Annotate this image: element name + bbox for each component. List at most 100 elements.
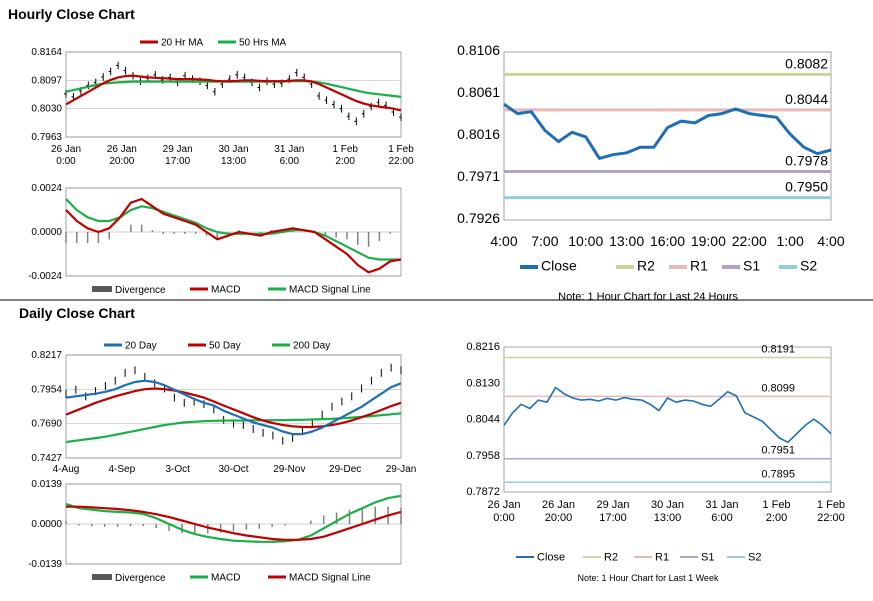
- hourly-24h-xtick-label: 19:00: [691, 233, 726, 249]
- weekly-ytick-label: 0.7872: [466, 486, 500, 498]
- hourly-price-xtick-label: 2:00: [335, 156, 355, 167]
- hourly-24h-ytick-label: 0.8106: [457, 42, 500, 58]
- hourly-divergence-legend-label: Divergence: [115, 285, 166, 296]
- hourly-price-ytick-label: 0.7963: [31, 132, 62, 143]
- daily-price-ytick-label: 0.7690: [31, 419, 62, 430]
- weekly-xtick-label: 17:00: [599, 512, 627, 524]
- daily-macd-ytick-label: -0.0139: [28, 559, 62, 570]
- hourly-24h-xtick-label: 10:00: [568, 233, 603, 249]
- hourly-price-ytick-label: 0.8097: [31, 75, 62, 86]
- daily-signal-legend-label: MACD Signal Line: [289, 573, 371, 584]
- hourly-macd-legend-label: MACD: [211, 285, 240, 296]
- hourly-24h-xtick-label: 7:00: [531, 233, 558, 249]
- hourly-24h-xtick-label: 4:00: [490, 233, 517, 249]
- weekly-xtick-label: 0:00: [493, 512, 514, 524]
- weekly-frame: [503, 346, 832, 493]
- hourly-price-xtick-label: 0:00: [56, 156, 76, 167]
- daily-20-day-legend-label: 20 Day: [125, 341, 157, 352]
- daily-price-xtick-label: 29-Dec: [329, 464, 361, 475]
- weekly-xtick-label: 2:00: [766, 512, 787, 524]
- hourly-24h-ytick-label: 0.7926: [457, 210, 500, 226]
- daily-section-title: Daily Close Chart: [19, 305, 135, 321]
- hourly-24h-r1-legend-label: R1: [690, 258, 708, 274]
- daily-price-ytick-label: 0.8217: [31, 350, 62, 361]
- hourly-signal-legend-label: MACD Signal Line: [289, 285, 371, 296]
- weekly-xtick-label: 26 Jan: [487, 499, 520, 511]
- daily-200-day-line: [65, 412, 402, 444]
- hourly-24h-s2-legend-label: S2: [800, 258, 817, 274]
- daily-macd-ytick-label: 0.0139: [31, 479, 62, 490]
- weekly-note: Note: 1 Hour Chart for Last 1 Week: [578, 573, 719, 583]
- hourly-24h-ytick-label: 0.8061: [457, 84, 500, 100]
- hourly-divergence-legend-swatch: [92, 286, 112, 292]
- daily-macd-signal-line: [66, 505, 402, 541]
- daily-price-xtick-label: 4-Sep: [108, 464, 135, 475]
- weekly-r2-label: 0.8191: [761, 344, 795, 356]
- daily-price-xtick-label: 29-Nov: [273, 464, 305, 475]
- weekly-close-line: [503, 386, 832, 444]
- daily-macd-line: [65, 494, 402, 543]
- hourly-24h-xtick-label: 13:00: [609, 233, 644, 249]
- daily-50-day-legend-label: 50 Day: [209, 341, 241, 352]
- weekly-xtick-label: 6:00: [711, 512, 732, 524]
- hourly-price-xtick-label: 1 Feb: [332, 144, 358, 155]
- hourly-price-xtick-label: 31 Jan: [274, 144, 304, 155]
- hourly-price-xtick-label: 26 Jan: [51, 144, 81, 155]
- weekly-s1-label: 0.7951: [761, 445, 795, 457]
- hourly-price-xtick-label: 1 Feb: [388, 144, 414, 155]
- weekly-r2-legend-label: R2: [604, 552, 618, 564]
- daily-price-frame: [65, 354, 402, 459]
- hourly-section-title: Hourly Close Chart: [8, 6, 135, 22]
- hourly-24h-s1-label: 0.7978: [785, 152, 828, 168]
- weekly-xtick-label: 13:00: [654, 512, 682, 524]
- hourly-price-frame: [65, 51, 402, 138]
- daily-price-ytick-label: 0.7427: [31, 453, 62, 464]
- weekly-xtick-label: 29 Jan: [596, 499, 629, 511]
- daily-price-xtick-label: 30-Oct: [218, 464, 248, 475]
- weekly-close-legend-label: Close: [537, 552, 565, 564]
- hourly-24h-ytick-label: 0.8016: [457, 126, 500, 142]
- hourly-24h-xtick-label: 16:00: [650, 233, 685, 249]
- daily-50-day-line: [65, 387, 402, 429]
- weekly-r1-legend-label: R1: [655, 552, 669, 564]
- weekly-xtick-label: 31 Jan: [705, 499, 738, 511]
- weekly-xtick-label: 1 Feb: [762, 499, 790, 511]
- hourly-24h-close-legend-label: Close: [541, 258, 577, 274]
- weekly-s1-legend-label: S1: [701, 552, 714, 564]
- daily-price-xtick-label: 29-Jan: [386, 464, 417, 475]
- hourly-macd-ytick-label: 0.0000: [31, 227, 62, 238]
- weekly-xtick-label: 20:00: [545, 512, 573, 524]
- hourly-24h-close-line: [503, 103, 832, 160]
- hourly-24h-xtick-label: 1:00: [777, 233, 804, 249]
- daily-divergence-legend-label: Divergence: [115, 573, 166, 584]
- hourly-macd-signal-line: [65, 198, 401, 261]
- weekly-ytick-label: 0.8044: [466, 414, 500, 426]
- hourly-20hr-ma-legend-label: 20 Hr MA: [161, 38, 204, 49]
- hourly-20hr-ma-line: [65, 74, 402, 112]
- weekly-xtick-label: 1 Feb: [817, 499, 845, 511]
- hourly-price-xtick-label: 22:00: [388, 156, 413, 167]
- daily-divergence-legend-swatch: [92, 574, 112, 580]
- hourly-24h-xtick-label: 4:00: [817, 233, 844, 249]
- hourly-24h-xtick-label: 22:00: [732, 233, 767, 249]
- hourly-price-xtick-label: 29 Jan: [163, 144, 193, 155]
- daily-200-day-legend-label: 200 Day: [293, 341, 330, 352]
- hourly-50hrs-ma-line: [65, 80, 402, 98]
- hourly-price-xtick-label: 17:00: [165, 156, 190, 167]
- weekly-r1-label: 0.8099: [761, 382, 795, 394]
- hourly-24h-s2-label: 0.7950: [785, 179, 828, 195]
- daily-price-xtick-label: 4-Aug: [53, 464, 80, 475]
- hourly-price-ytick-label: 0.8030: [31, 104, 62, 115]
- daily-price-xtick-label: 3-Oct: [165, 464, 190, 475]
- weekly-ytick-label: 0.8216: [466, 341, 500, 353]
- hourly-price-xtick-label: 30 Jan: [218, 144, 248, 155]
- weekly-xtick-label: 22:00: [817, 512, 845, 524]
- hourly-24h-frame: [503, 51, 832, 221]
- hourly-price-xtick-label: 6:00: [280, 156, 300, 167]
- hourly-price-xtick-label: 13:00: [221, 156, 246, 167]
- hourly-price-ytick-label: 0.8164: [31, 47, 62, 58]
- daily-macd-legend-label: MACD: [211, 573, 240, 584]
- hourly-24h-s1-legend-label: S1: [743, 258, 760, 274]
- hourly-24h-r2-label: 0.8082: [785, 55, 828, 71]
